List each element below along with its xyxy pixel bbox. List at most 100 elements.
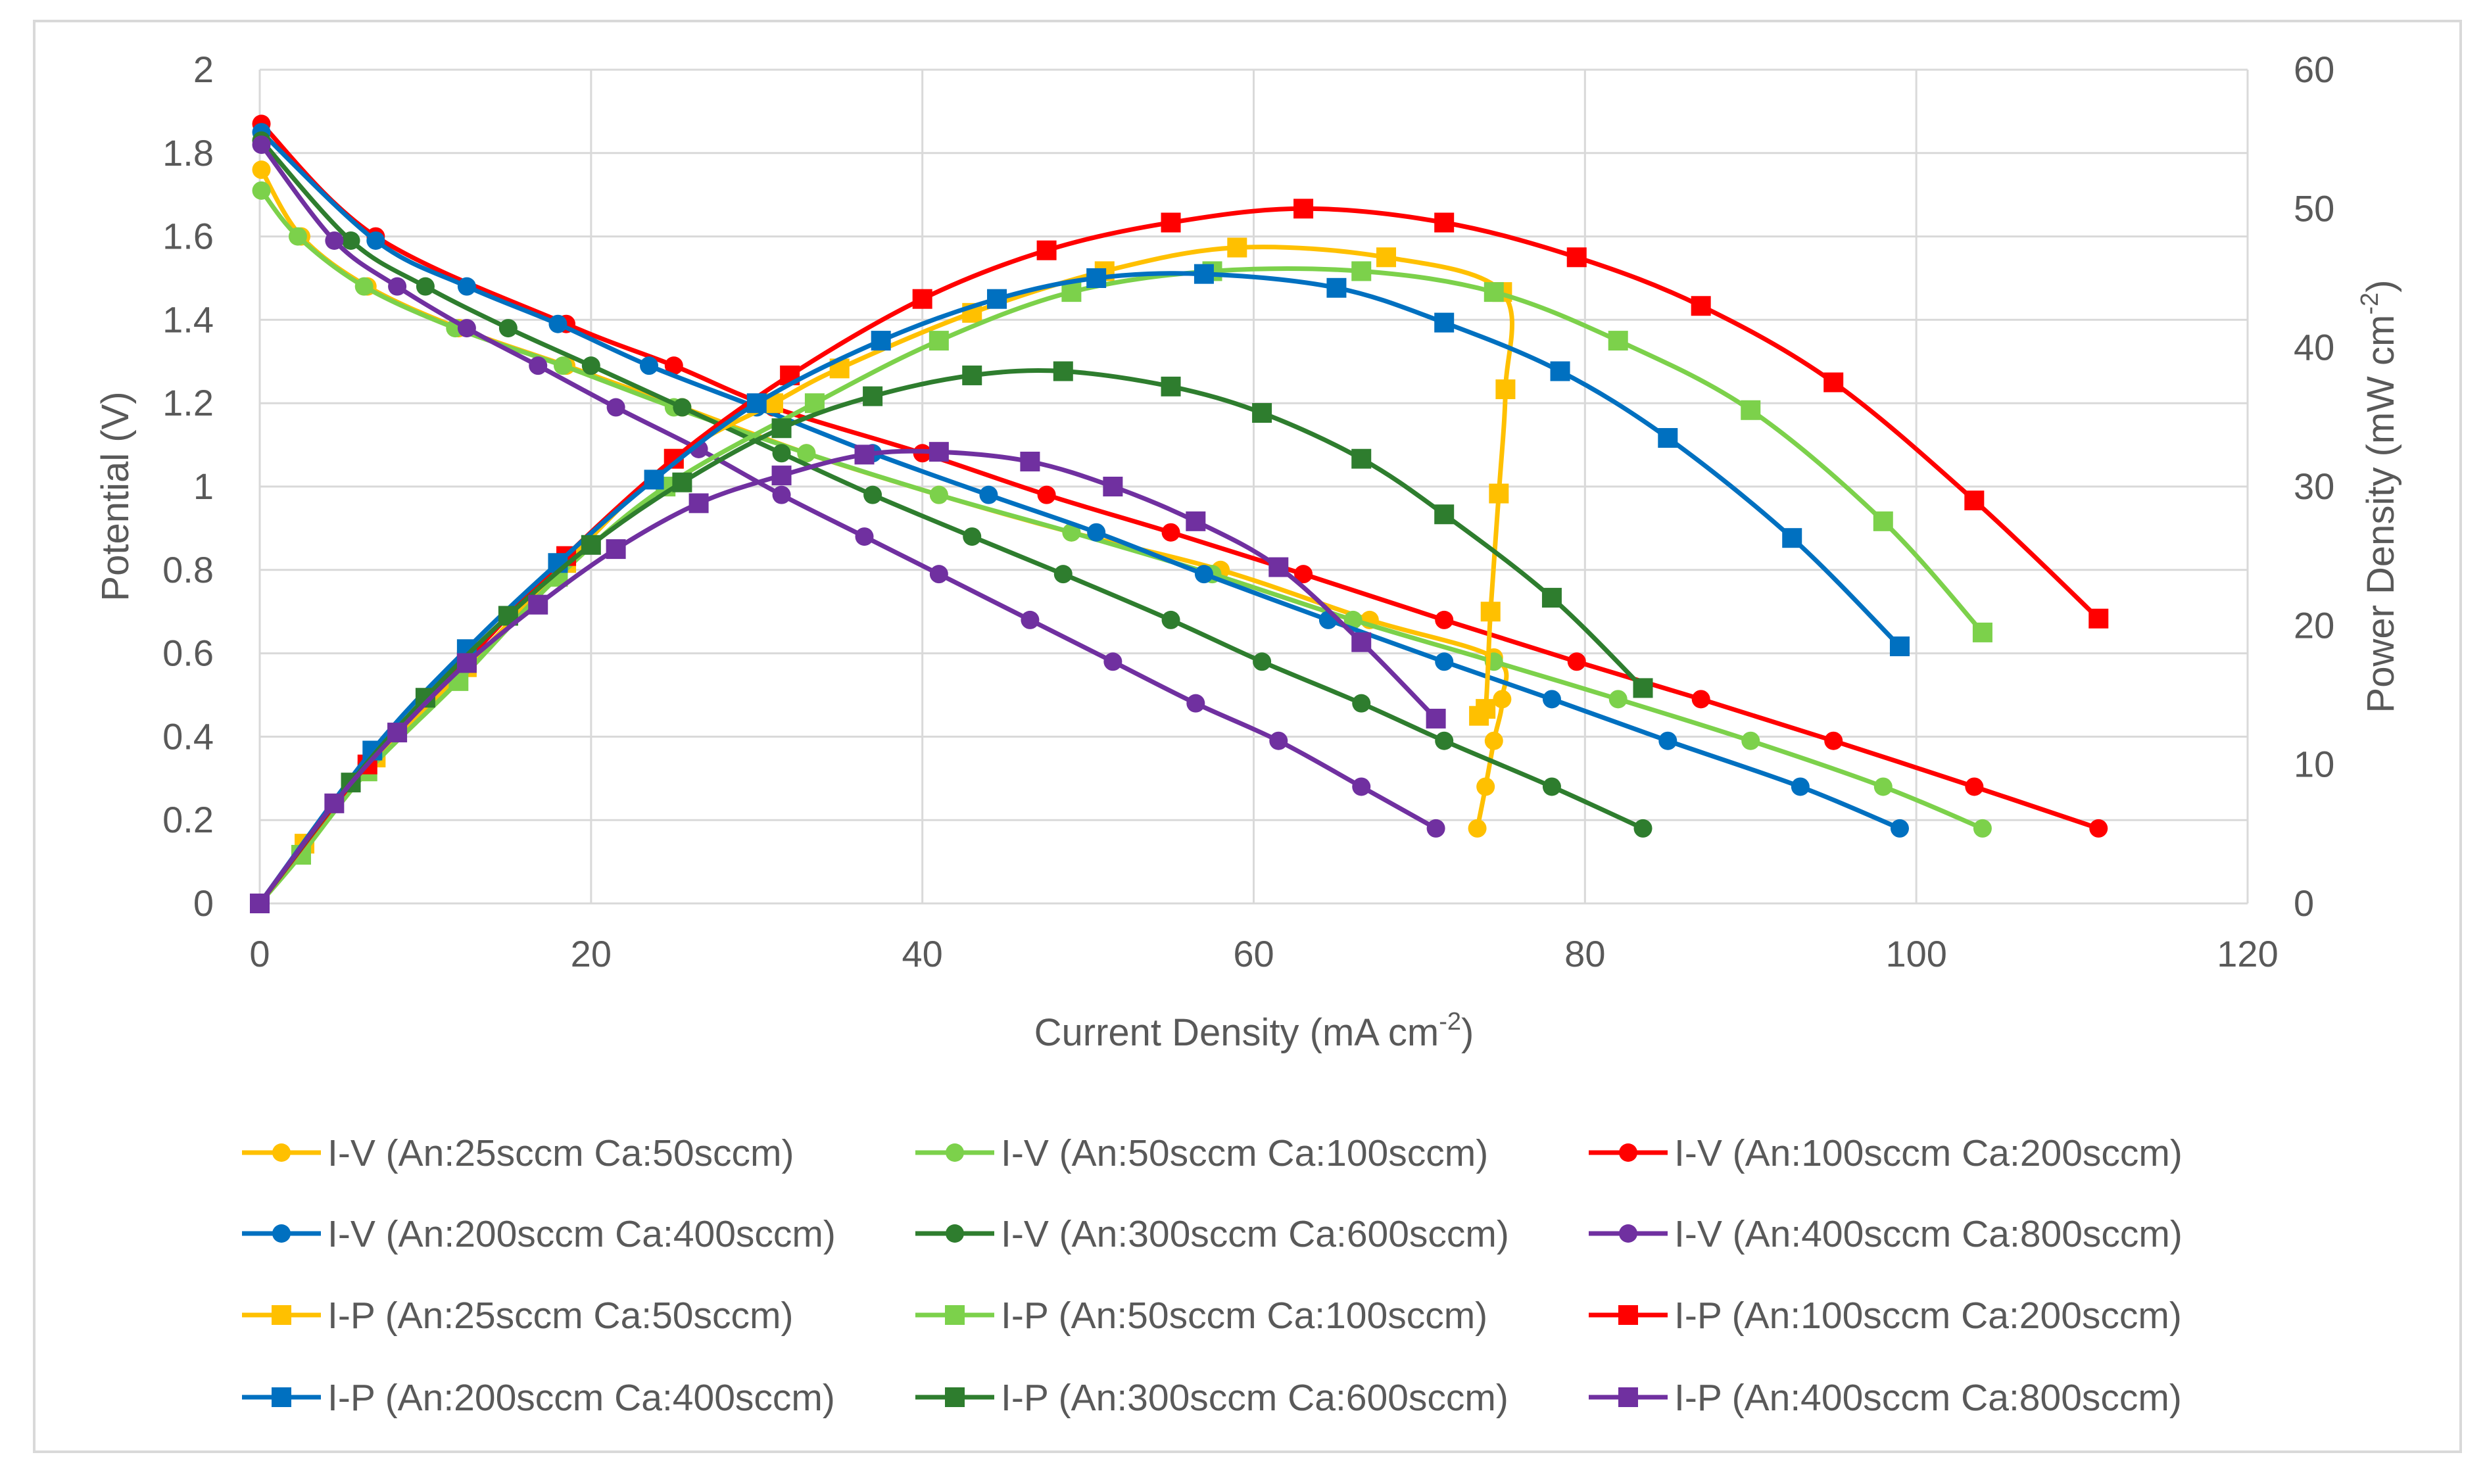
- data-point-i-v-an-400sccm-ca-800sccm-12: [1186, 694, 1205, 713]
- legend-label: I-V (An:50sccm Ca:100sccm): [1001, 1132, 1488, 1174]
- data-point-i-p-an-100sccm-ca-200sccm-6: [912, 289, 932, 309]
- data-point-i-v-an-300sccm-ca-600sccm-6: [772, 444, 791, 463]
- y2-tick-label-20: 20: [2294, 604, 2334, 646]
- legend-item-i-p-an-300sccm-ca-600sccm[interactable]: I-P (An:300sccm Ca:600sccm): [915, 1377, 1508, 1419]
- data-point-i-p-an-200sccm-ca-400sccm-6: [871, 331, 891, 351]
- data-point-i-p-an-50sccm-ca-100sccm-14: [1873, 511, 1893, 531]
- legend-label: I-V (An:400sccm Ca:800sccm): [1674, 1213, 2183, 1255]
- legend-item-i-p-an-25sccm-ca-50sccm[interactable]: I-P (An:25sccm Ca:50sccm): [242, 1295, 793, 1337]
- data-point-i-v-an-200sccm-ca-400sccm-11: [1435, 652, 1454, 671]
- data-point-i-p-an-50sccm-ca-100sccm-13: [1741, 400, 1761, 420]
- x-tick-label-20: 20: [571, 933, 612, 974]
- data-point-i-p-an-100sccm-ca-200sccm-13: [1823, 372, 1844, 393]
- data-point-i-v-an-300sccm-ca-600sccm-3: [498, 319, 518, 338]
- legend-swatch-marker: [272, 1224, 291, 1243]
- series-i-p-an-300sccm-ca-600sccm: [250, 361, 1653, 913]
- data-point-i-p-an-300sccm-ca-600sccm-8: [962, 365, 982, 385]
- data-point-i-v-an-200sccm-ca-400sccm-14: [1791, 777, 1810, 796]
- axis-layer: 0 20 40 60 80 100 12000.20.40.60.811.21.41.61.…: [162, 49, 2334, 974]
- legend-item-i-p-an-200sccm-ca-400sccm[interactable]: I-P (An:200sccm Ca:400sccm): [242, 1377, 835, 1419]
- data-point-i-v-an-25sccm-ca-50sccm-0: [252, 160, 271, 180]
- legend-swatch-marker: [946, 1224, 964, 1243]
- legend-item-i-v-an-300sccm-ca-600sccm[interactable]: I-V (An:300sccm Ca:600sccm): [915, 1213, 1509, 1255]
- data-point-i-v-an-50sccm-ca-100sccm-1: [288, 227, 307, 246]
- legend-label: I-P (An:50sccm Ca:100sccm): [1001, 1295, 1487, 1337]
- data-point-i-v-an-200sccm-ca-400sccm-1: [366, 231, 385, 250]
- data-point-i-p-an-50sccm-ca-100sccm-11: [1484, 282, 1504, 302]
- legend-item-i-p-an-50sccm-ca-100sccm[interactable]: I-P (An:50sccm Ca:100sccm): [915, 1295, 1487, 1337]
- data-point-i-p-an-100sccm-ca-200sccm-8: [1161, 212, 1181, 233]
- data-point-i-p-an-200sccm-ca-400sccm-15: [1889, 636, 1910, 657]
- data-point-i-p-an-300sccm-ca-600sccm-10: [1161, 376, 1181, 396]
- data-point-i-v-an-25sccm-ca-50sccm-14: [1476, 777, 1495, 796]
- data-point-i-v-an-300sccm-ca-600sccm-14: [1542, 777, 1561, 796]
- data-point-i-v-an-50sccm-ca-100sccm-12: [1608, 690, 1628, 709]
- legend-label: I-P (An:300sccm Ca:600sccm): [1001, 1377, 1508, 1419]
- data-point-i-p-an-400sccm-ca-800sccm-11: [1103, 477, 1123, 496]
- data-point-i-v-an-400sccm-ca-800sccm-8: [855, 527, 874, 546]
- data-point-i-v-an-400sccm-ca-800sccm-15: [1426, 819, 1445, 838]
- data-point-i-p-an-400sccm-ca-800sccm-7: [771, 466, 792, 486]
- legend-item-i-v-an-50sccm-ca-100sccm[interactable]: I-V (An:50sccm Ca:100sccm): [915, 1132, 1488, 1174]
- legend-item-i-p-an-400sccm-ca-800sccm[interactable]: I-P (An:400sccm Ca:800sccm): [1589, 1377, 2182, 1419]
- legend-item-i-v-an-400sccm-ca-800sccm[interactable]: I-V (An:400sccm Ca:800sccm): [1589, 1213, 2183, 1255]
- data-point-i-p-an-50sccm-ca-100sccm-15: [1972, 622, 1992, 642]
- data-point-i-v-an-400sccm-ca-800sccm-11: [1103, 652, 1122, 671]
- data-point-i-v-an-100sccm-ca-200sccm-8: [1294, 565, 1313, 584]
- data-point-i-v-an-300sccm-ca-600sccm-9: [1053, 565, 1073, 584]
- data-point-i-v-an-300sccm-ca-600sccm-8: [963, 527, 982, 546]
- data-point-i-p-an-400sccm-ca-800sccm-13: [1268, 557, 1289, 577]
- data-point-i-p-an-200sccm-ca-400sccm-13: [1658, 428, 1678, 448]
- data-point-i-v-an-400sccm-ca-800sccm-3: [457, 319, 476, 338]
- legend-label: I-V (An:25sccm Ca:50sccm): [327, 1132, 794, 1174]
- data-point-i-v-an-50sccm-ca-100sccm-6: [797, 444, 816, 463]
- legend-swatch-marker: [272, 1305, 291, 1325]
- legend-item-i-v-an-100sccm-ca-200sccm[interactable]: I-V (An:100sccm Ca:200sccm): [1589, 1132, 2183, 1174]
- legend-label: I-V (An:200sccm Ca:400sccm): [327, 1213, 836, 1255]
- data-point-i-p-an-400sccm-ca-800sccm-0: [250, 894, 270, 913]
- data-point-i-v-an-200sccm-ca-400sccm-8: [1087, 523, 1106, 542]
- data-point-i-v-an-300sccm-ca-600sccm-2: [416, 277, 435, 296]
- data-point-i-p-an-200sccm-ca-400sccm-8: [1086, 268, 1107, 288]
- y2-tick-label-60: 60: [2294, 49, 2334, 90]
- y2-tick-label-10: 10: [2294, 744, 2334, 785]
- y-tick-label-0.4: 0.4: [162, 715, 214, 757]
- y2-tick-label-0: 0: [2294, 882, 2314, 924]
- series-layer: [250, 114, 2109, 913]
- y-axis-title: Potential (V): [94, 391, 137, 601]
- data-point-i-v-an-400sccm-ca-800sccm-2: [388, 277, 407, 296]
- data-point-i-v-an-50sccm-ca-100sccm-10: [1343, 610, 1363, 629]
- data-point-i-v-an-400sccm-ca-800sccm-9: [929, 565, 948, 584]
- legend-label: I-P (An:400sccm Ca:800sccm): [1674, 1377, 2182, 1419]
- data-point-i-v-an-200sccm-ca-400sccm-4: [640, 356, 659, 375]
- legend-item-i-v-an-200sccm-ca-400sccm[interactable]: I-V (An:200sccm Ca:400sccm): [242, 1213, 836, 1255]
- data-point-i-v-an-50sccm-ca-100sccm-2: [354, 277, 374, 296]
- x-tick-label-120: 120: [2217, 933, 2278, 974]
- data-point-i-p-an-50sccm-ca-100sccm-7: [929, 331, 949, 351]
- data-point-i-p-an-400sccm-ca-800sccm-8: [854, 444, 875, 465]
- data-point-i-v-an-400sccm-ca-800sccm-4: [529, 356, 548, 375]
- y2-axis-title: Power Density (mW cm-2): [2356, 280, 2402, 713]
- data-point-i-v-an-300sccm-ca-600sccm-7: [863, 485, 882, 504]
- legend-item-i-v-an-25sccm-ca-50sccm[interactable]: I-V (An:25sccm Ca:50sccm): [242, 1132, 794, 1174]
- y-tick-label-2: 2: [193, 49, 214, 90]
- data-point-i-v-an-50sccm-ca-100sccm-14: [1873, 777, 1893, 796]
- data-point-i-p-an-25sccm-ca-50sccm-11: [1376, 247, 1397, 268]
- data-point-i-v-an-100sccm-ca-200sccm-14: [2089, 819, 2108, 838]
- y-tick-label-1: 1: [193, 466, 214, 507]
- data-point-i-p-an-400sccm-ca-800sccm-5: [606, 539, 626, 560]
- legend-swatch-marker: [1619, 1143, 1637, 1162]
- y-tick-label-0.2: 0.2: [162, 799, 214, 840]
- data-point-i-p-an-50sccm-ca-100sccm-6: [804, 393, 825, 414]
- data-point-i-v-an-200sccm-ca-400sccm-13: [1658, 731, 1677, 750]
- data-point-i-v-an-400sccm-ca-800sccm-0: [252, 135, 271, 155]
- data-point-i-v-an-400sccm-ca-800sccm-1: [325, 231, 344, 250]
- series-i-p-an-400sccm-ca-800sccm: [250, 442, 1446, 913]
- data-point-i-p-an-300sccm-ca-600sccm-15: [1633, 678, 1653, 698]
- legend-swatch-marker: [946, 1143, 964, 1162]
- series-i-v-an-200sccm-ca-400sccm: [252, 123, 1909, 838]
- data-point-i-p-an-300sccm-ca-600sccm-12: [1351, 448, 1372, 469]
- data-point-i-v-an-200sccm-ca-400sccm-7: [979, 485, 998, 504]
- legend-item-i-p-an-100sccm-ca-200sccm[interactable]: I-P (An:100sccm Ca:200sccm): [1589, 1295, 2182, 1337]
